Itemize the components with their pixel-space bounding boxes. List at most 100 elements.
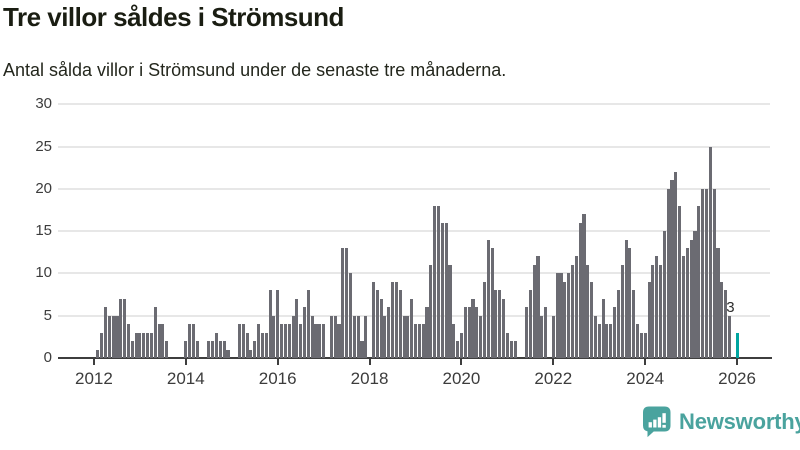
x-axis-label: 2012 — [75, 369, 113, 388]
bar — [299, 324, 303, 358]
x-axis-label: 2020 — [442, 369, 481, 388]
bar — [582, 214, 586, 358]
bar — [494, 290, 498, 358]
bar — [123, 298, 127, 358]
bar — [222, 341, 226, 358]
bar — [724, 290, 728, 358]
bar — [322, 324, 326, 358]
bar — [364, 315, 368, 358]
bar — [425, 307, 429, 358]
bar — [590, 281, 594, 358]
bar — [525, 307, 529, 358]
bar — [471, 298, 475, 358]
bar — [394, 281, 398, 358]
bar — [115, 315, 119, 358]
bar — [345, 248, 349, 358]
bar — [436, 205, 441, 358]
chart-subtitle: Antal sålda villor i Strömsund under de … — [3, 60, 507, 80]
bar — [540, 315, 544, 358]
bar — [559, 273, 563, 358]
bar — [502, 298, 506, 358]
gridline-y-15 — [58, 230, 770, 233]
bar — [414, 324, 418, 358]
bar — [314, 324, 318, 358]
x-axis-label: 2026 — [718, 369, 756, 388]
bar — [555, 273, 559, 358]
x-axis-tick — [736, 359, 739, 365]
bar — [142, 332, 146, 358]
x-axis-line — [58, 357, 772, 359]
bar — [207, 341, 211, 358]
bar — [348, 273, 353, 358]
bar — [505, 332, 509, 358]
bar — [379, 298, 383, 358]
bar — [613, 307, 617, 358]
bar — [536, 256, 540, 358]
bar — [371, 281, 375, 358]
bar — [375, 290, 379, 358]
bar — [161, 324, 165, 358]
bar — [597, 324, 601, 358]
bar — [111, 315, 115, 358]
bar — [433, 205, 437, 358]
bar — [406, 315, 410, 358]
bar — [643, 332, 647, 358]
bar — [337, 324, 341, 358]
bar — [459, 332, 464, 358]
newsworthy-logo-text: Newsworthy — [679, 408, 800, 434]
bar — [479, 315, 483, 358]
bar — [551, 315, 555, 358]
bar — [287, 324, 291, 358]
bar — [272, 315, 276, 358]
bar — [146, 332, 150, 358]
bar — [153, 307, 157, 358]
bar — [276, 290, 280, 358]
bar — [356, 315, 360, 358]
bar — [188, 324, 192, 358]
bar — [624, 239, 628, 358]
bar — [165, 341, 169, 358]
last-bar-value-label: 3 — [726, 299, 735, 316]
bar — [697, 205, 701, 358]
bar — [119, 298, 123, 358]
bar — [720, 281, 724, 358]
bar — [532, 264, 536, 358]
bar — [402, 315, 406, 358]
bar — [264, 332, 268, 358]
bar — [429, 264, 433, 358]
bar — [601, 298, 605, 358]
bar — [352, 315, 356, 358]
x-axis-label: 2016 — [258, 369, 297, 388]
y-axis-label: 10 — [35, 264, 52, 282]
bar — [666, 188, 670, 358]
bar — [191, 324, 196, 358]
bar — [567, 273, 571, 358]
bar — [100, 332, 104, 358]
bar — [693, 231, 697, 358]
bar — [149, 332, 153, 358]
bar — [421, 324, 425, 358]
bar — [195, 341, 199, 358]
bar — [528, 290, 532, 358]
bar — [157, 324, 161, 358]
bar — [651, 264, 655, 358]
bar — [636, 324, 640, 358]
bar — [620, 264, 624, 358]
highlighted-bar — [735, 332, 739, 358]
bar — [237, 324, 241, 358]
bar — [241, 324, 245, 358]
bar — [138, 332, 142, 358]
y-axis-label: 5 — [43, 306, 52, 324]
x-axis-tick — [276, 359, 279, 365]
bar — [544, 307, 548, 358]
y-axis-label: 0 — [43, 349, 52, 366]
bar — [387, 307, 391, 358]
bar — [681, 256, 686, 358]
x-axis-label: 2018 — [350, 369, 389, 388]
gridline-y-30 — [58, 103, 770, 106]
bar — [291, 315, 295, 358]
bar — [467, 307, 471, 358]
bar — [341, 248, 345, 358]
bar — [253, 341, 257, 358]
bar — [670, 180, 674, 358]
